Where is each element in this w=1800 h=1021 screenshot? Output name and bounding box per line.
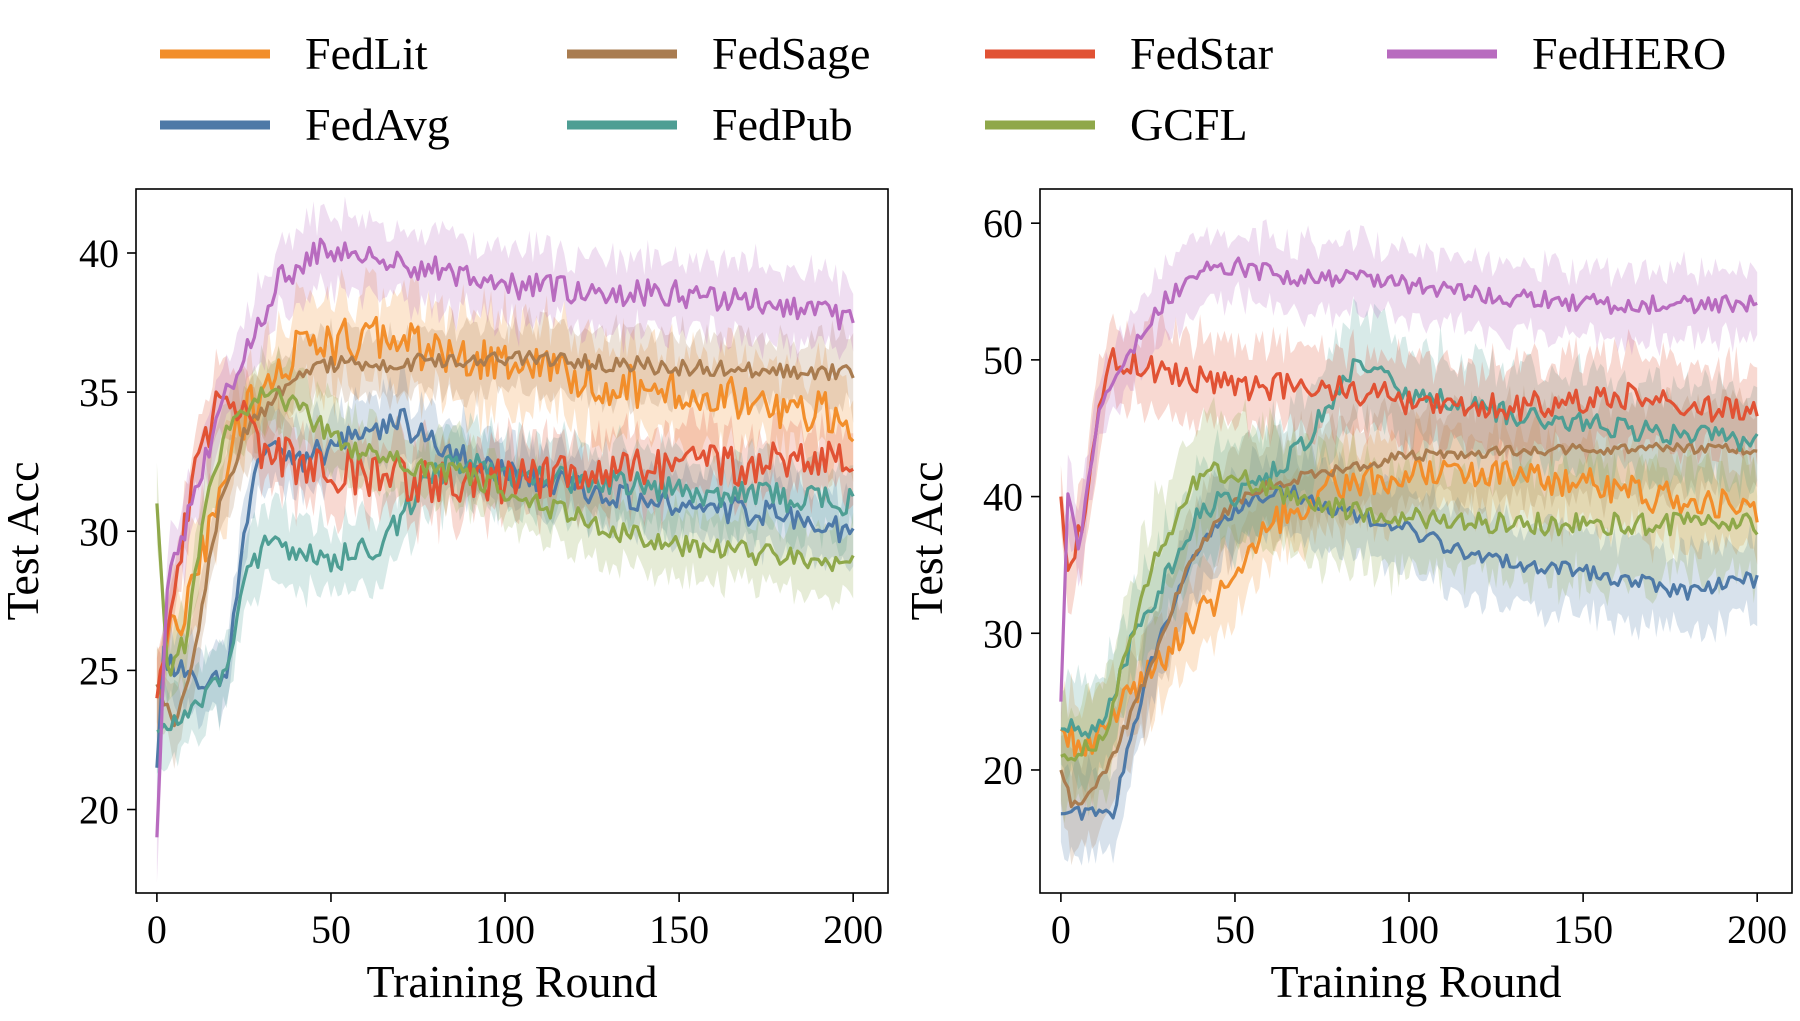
x-tick-label: 100 (1379, 907, 1439, 952)
y-tick-label: 50 (983, 338, 1023, 383)
x-tick-label: 0 (147, 907, 167, 952)
x-tick-label: 50 (1215, 907, 1255, 952)
legend-item-fedlit: FedLit (160, 28, 428, 79)
series-line-fedlit (1059, 459, 1759, 758)
band-fedpub (156, 412, 854, 774)
series-line-gcfl (155, 386, 855, 677)
legend-item-gcfl: GCFL (985, 99, 1248, 150)
legend-label: FedPub (712, 99, 853, 150)
band-fedhero (1060, 219, 1758, 730)
legend: FedLit FedAvg FedSage FedPub FedStar GCFL FedH… (160, 28, 1726, 150)
series-line-fedstar (155, 390, 854, 699)
series-line-fedsage (1059, 441, 1758, 809)
legend-label: FedHERO (1532, 28, 1726, 79)
y-axis-label: Test Acc (0, 461, 48, 620)
legend-item-fedhero: FedHERO (1387, 28, 1726, 79)
band-fedsage (156, 306, 854, 769)
axes-frame (135, 188, 889, 894)
y-tick-label: 40 (79, 231, 119, 276)
series-line-fedhero (155, 237, 855, 838)
x-tick-label: 0 (1051, 907, 1071, 952)
legend-item-fedsage: FedSage (567, 28, 870, 79)
band-fedlit (156, 266, 854, 747)
band-fedstar (1060, 308, 1758, 615)
y-tick-label: 25 (79, 648, 119, 693)
series-line-fedsage (155, 350, 855, 728)
chart-left: 0 50 100 150 200 20 25 30 35 40 Training Round Test… (0, 188, 889, 1007)
x-tick-label: 150 (1553, 907, 1613, 952)
band-fedstar (156, 348, 854, 739)
legend-item-fedavg: FedAvg (160, 99, 450, 150)
series-line-fedstar (1059, 347, 1759, 572)
y-axis-label: Test Acc (901, 461, 952, 620)
legend-label: FedSage (712, 28, 870, 79)
axes-frame (1039, 188, 1793, 894)
series-line-fedpub (156, 452, 855, 734)
y-tick-label: 60 (983, 201, 1023, 246)
plot-area (155, 196, 855, 883)
series-line-fedhero (1059, 256, 1758, 702)
band-fedlit (1060, 409, 1758, 808)
x-tick-label: 50 (311, 907, 351, 952)
band-fedavg (156, 365, 854, 806)
y-tick-label: 20 (983, 748, 1023, 793)
series-line-fedlit (155, 315, 855, 699)
band-fedpub (1060, 298, 1758, 795)
x-tick-label: 200 (823, 907, 883, 952)
legend-item-fedpub: FedPub (567, 99, 853, 150)
y-tick-label: 30 (983, 611, 1023, 656)
y-tick-label: 35 (79, 370, 119, 415)
chart-right: 0 50 100 150 200 20 30 40 50 60 Training Round Test… (901, 188, 1793, 1007)
legend-label: FedAvg (305, 99, 450, 150)
series-line-gcfl (1060, 461, 1759, 762)
band-fedavg (1060, 432, 1758, 866)
legend-label: FedStar (1130, 28, 1273, 79)
y-tick-label: 30 (79, 509, 119, 554)
x-axis-label: Training Round (367, 956, 658, 1007)
x-tick-label: 150 (649, 907, 709, 952)
plot-area (1059, 219, 1759, 866)
legend-label: FedLit (305, 28, 428, 79)
y-tick-label: 20 (79, 788, 119, 833)
x-tick-label: 200 (1727, 907, 1787, 952)
legend-item-fedstar: FedStar (985, 28, 1273, 79)
y-tick-label: 40 (983, 475, 1023, 520)
x-tick-label: 100 (475, 907, 535, 952)
legend-label: GCFL (1130, 99, 1248, 150)
x-axis-label: Training Round (1271, 956, 1562, 1007)
